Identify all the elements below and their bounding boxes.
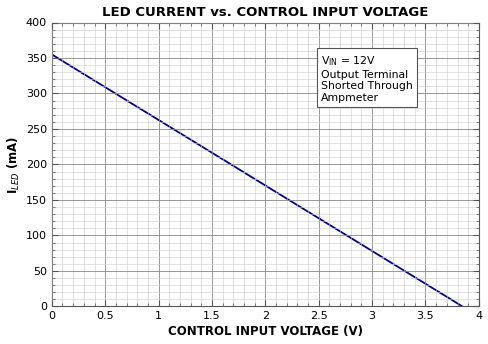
Title: LED CURRENT vs. CONTROL INPUT VOLTAGE: LED CURRENT vs. CONTROL INPUT VOLTAGE [102, 6, 428, 19]
Y-axis label: I$_{LED}$ (mA): I$_{LED}$ (mA) [5, 136, 21, 194]
Text: V$_{IN}$ = 12V
Output Terminal
Shorted Through
Ampmeter: V$_{IN}$ = 12V Output Terminal Shorted T… [321, 54, 413, 103]
X-axis label: CONTROL INPUT VOLTAGE (V): CONTROL INPUT VOLTAGE (V) [168, 325, 363, 338]
